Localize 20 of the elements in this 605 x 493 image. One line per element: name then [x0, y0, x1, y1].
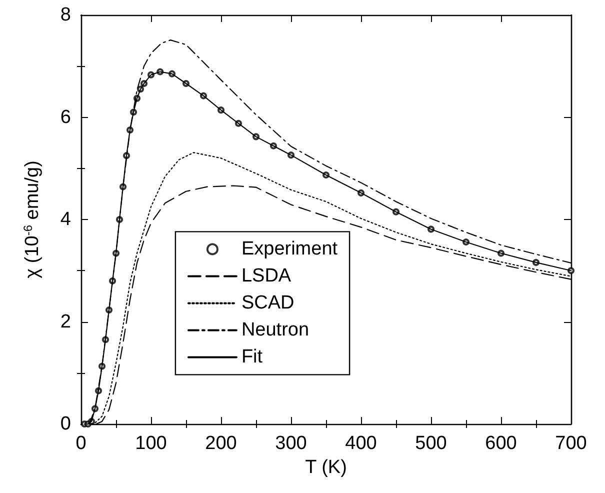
x-tick-label: 0 [76, 433, 86, 454]
x-tick-label: 200 [205, 433, 237, 454]
y-tick-label: 4 [60, 209, 72, 230]
x-axis-title: T (K) [305, 457, 347, 478]
x-tick-label: 700 [555, 433, 587, 454]
legend-label: Neutron [241, 320, 310, 341]
y-axis-title: χ (10-6 emu/g) [21, 160, 43, 278]
y-tick-label: 2 [60, 311, 71, 332]
x-tick-label: 100 [135, 433, 167, 454]
x-tick-label: 400 [345, 433, 377, 454]
legend-label: Fit [241, 346, 264, 368]
legend-label: LSDA [241, 266, 292, 287]
y-tick-label: 0 [60, 414, 71, 434]
x-tick-label: 600 [485, 433, 517, 454]
x-tick-label: 300 [275, 433, 307, 454]
legend-label: SCAD [241, 292, 294, 314]
x-tick-label: 500 [415, 433, 447, 454]
y-tick-label: 6 [60, 106, 71, 128]
legend-label: Experiment [241, 238, 338, 260]
y-tick-label: 8 [60, 4, 71, 26]
